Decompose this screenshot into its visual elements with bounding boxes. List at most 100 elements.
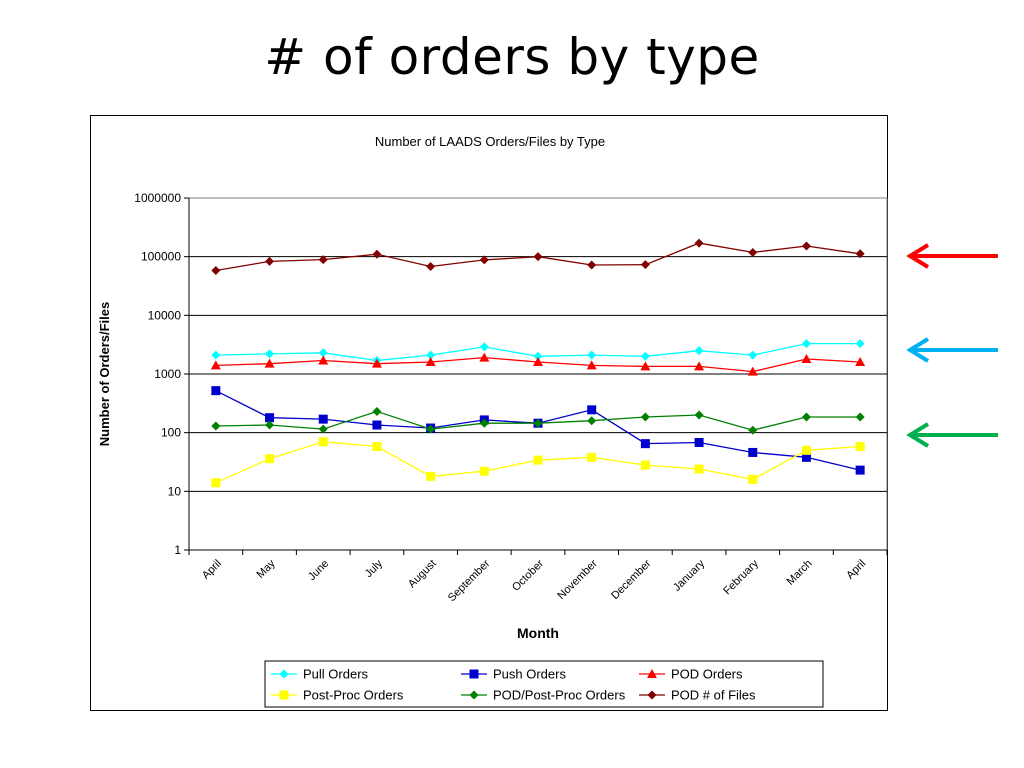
data-point (748, 447, 758, 457)
data-point (265, 413, 275, 423)
legend-marker (647, 690, 657, 700)
series-pull-orders (211, 339, 865, 365)
data-point (426, 350, 436, 360)
data-point (748, 474, 758, 484)
data-point (801, 354, 812, 364)
data-point (855, 465, 865, 475)
data-point (265, 454, 275, 464)
data-point (586, 360, 597, 370)
data-point (372, 406, 382, 416)
legend-label: POD Orders (671, 667, 743, 682)
data-point (640, 460, 650, 470)
data-point (265, 256, 275, 266)
series-post-proc-orders (211, 437, 865, 488)
data-point (694, 464, 704, 474)
y-tick-label: 10000 (148, 308, 182, 322)
data-point (372, 442, 382, 452)
data-point (425, 357, 436, 367)
series-pod-of-files (211, 238, 865, 276)
data-point (479, 342, 489, 352)
x-tick-label: December (609, 557, 654, 602)
legend-entry: Push Orders (461, 667, 566, 682)
data-point (479, 352, 490, 362)
data-point (587, 350, 597, 360)
data-point (265, 420, 275, 430)
data-point (855, 249, 865, 259)
chart-frame: Number of LAADS Orders/Files by Type 1 10 1… (90, 115, 888, 711)
x-tick-label: March (784, 558, 814, 588)
data-point (479, 418, 489, 428)
data-point (694, 238, 704, 248)
y-tick-label: 1000000 (134, 191, 181, 205)
legend-marker (469, 690, 479, 700)
x-tick-label: February (721, 557, 761, 597)
chart-title: Number of LAADS Orders/Files by Type (375, 134, 605, 149)
data-point (747, 366, 758, 376)
legend-label: Pull Orders (303, 667, 369, 682)
data-point (587, 452, 597, 462)
data-point (640, 412, 650, 422)
data-point (211, 350, 221, 360)
data-point (694, 361, 705, 371)
data-point (426, 261, 436, 271)
data-point (318, 437, 328, 447)
data-point (533, 418, 543, 428)
data-point (318, 255, 328, 265)
y-tick-label: 1 (174, 543, 181, 557)
data-point (533, 252, 543, 262)
data-point (372, 249, 382, 259)
data-point (533, 351, 543, 361)
data-point (587, 416, 597, 426)
x-tick-label: April (844, 558, 868, 582)
legend-entry: Post-Proc Orders (271, 688, 404, 703)
data-point (211, 478, 221, 488)
data-point (426, 471, 436, 481)
y-tick-label: 100 (161, 426, 181, 440)
x-tick-label: May (254, 557, 278, 581)
red-arrow-icon (906, 243, 998, 269)
x-tick-label: August (406, 558, 439, 591)
data-point (479, 255, 489, 265)
data-point (318, 348, 328, 358)
data-point (855, 357, 866, 367)
chart-svg: Number of LAADS Orders/Files by Type 1 10 1… (97, 134, 888, 708)
data-point (694, 437, 704, 447)
data-point (801, 412, 811, 422)
data-point (694, 410, 704, 420)
legend-label: Post-Proc Orders (303, 688, 404, 703)
legend-label: Push Orders (493, 667, 566, 682)
series-pod-orders (210, 352, 866, 376)
data-point (265, 349, 275, 359)
data-point (640, 260, 650, 270)
data-point (640, 351, 650, 361)
data-point (855, 412, 865, 422)
legend-marker (279, 690, 289, 700)
legend-label: POD # of Files (671, 688, 756, 703)
x-tick-label: April (200, 558, 224, 582)
x-axis-label: Month (517, 625, 559, 641)
x-tick-label: June (306, 558, 331, 583)
data-point (372, 420, 382, 430)
legend-label: POD/Post-Proc Orders (493, 688, 626, 703)
data-point (801, 445, 811, 455)
data-point (426, 424, 436, 434)
data-point (587, 405, 597, 415)
data-point (318, 424, 328, 434)
x-tick-label: July (363, 557, 386, 580)
data-point (211, 266, 221, 276)
data-point (318, 355, 329, 365)
x-tick-label: November (555, 557, 600, 602)
data-point (748, 350, 758, 360)
y-tick-label: 1000 (154, 367, 181, 381)
x-tick-label: January (671, 557, 708, 594)
legend-marker (279, 669, 289, 679)
data-point (264, 358, 275, 368)
legend (264, 660, 824, 708)
data-point (640, 439, 650, 449)
y-tick-label: 10 (168, 484, 182, 498)
data-point (533, 455, 543, 465)
data-point (479, 466, 489, 476)
legend-entry: Pull Orders (271, 667, 369, 682)
data-point (211, 386, 221, 396)
series-pod-post-proc-orders (211, 406, 865, 435)
